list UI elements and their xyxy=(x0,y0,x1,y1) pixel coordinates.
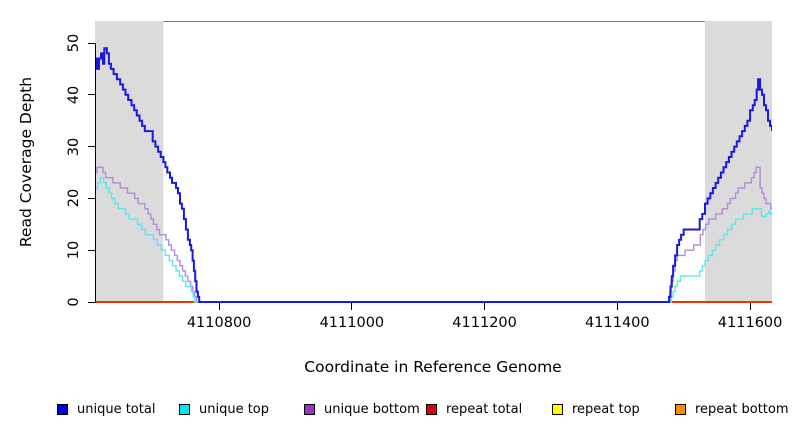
legend-swatch-unique-top xyxy=(179,403,190,415)
y-tick-label: 10 xyxy=(66,240,82,260)
y-tick-label: 40 xyxy=(66,85,82,105)
legend-label: unique bottom xyxy=(324,401,420,417)
legend-swatch-repeat-bottom xyxy=(675,403,686,415)
series-line-unique-total xyxy=(95,47,772,303)
x-axis-tick xyxy=(351,303,353,310)
y-axis-tick xyxy=(88,146,95,148)
legend-label: repeat total xyxy=(446,401,523,417)
legend-label: unique top xyxy=(199,401,270,417)
legend-label: unique total xyxy=(77,401,156,417)
right-shaded-region xyxy=(704,21,772,303)
legend-label: repeat bottom xyxy=(695,401,789,417)
plot-canvas xyxy=(95,21,772,303)
legend: unique total unique top unique bottom repea… xyxy=(0,396,792,422)
y-axis-line xyxy=(95,43,96,303)
plot-area xyxy=(95,21,772,303)
y-tick-label: 50 xyxy=(66,33,82,53)
y-axis-title: Read Coverage Depth xyxy=(17,76,35,248)
x-tick-label: 4111200 xyxy=(452,315,517,331)
y-tick-label: 30 xyxy=(66,137,82,156)
legend-swatch-unique-total xyxy=(57,403,68,415)
legend-item-unique-top: unique top xyxy=(179,396,269,422)
series-line-unique-top xyxy=(95,177,772,303)
legend-item-repeat-total: repeat total xyxy=(426,396,522,422)
legend-item-repeat-bottom: repeat bottom xyxy=(675,396,789,422)
y-tick-label: 0 xyxy=(66,297,82,307)
y-axis-tick xyxy=(88,249,95,251)
y-axis-tick xyxy=(88,197,95,199)
legend-item-unique-bottom: unique bottom xyxy=(304,396,420,422)
y-axis-tick xyxy=(88,94,95,96)
legend-swatch-repeat-top xyxy=(552,403,563,415)
x-tick-label: 4111600 xyxy=(717,315,783,331)
x-axis-tick xyxy=(484,303,486,310)
legend-swatch-repeat-total xyxy=(426,403,437,415)
legend-label: repeat top xyxy=(572,401,640,417)
legend-swatch-unique-bottom xyxy=(304,403,315,415)
x-axis-title: Coordinate in Reference Genome xyxy=(304,358,562,376)
legend-item-repeat-top: repeat top xyxy=(552,396,640,422)
left-shaded-region xyxy=(95,21,164,303)
x-tick-label: 4110800 xyxy=(186,315,252,331)
x-axis-tick xyxy=(616,303,618,310)
x-axis-tick xyxy=(749,303,751,310)
y-axis-tick xyxy=(88,42,95,44)
x-tick-label: 4111000 xyxy=(319,315,385,331)
y-tick-label: 20 xyxy=(66,189,82,208)
legend-item-unique-total: unique total xyxy=(57,396,155,422)
x-tick-label: 4111400 xyxy=(585,315,650,331)
x-axis-tick xyxy=(218,303,220,310)
y-axis-tick xyxy=(88,301,95,303)
